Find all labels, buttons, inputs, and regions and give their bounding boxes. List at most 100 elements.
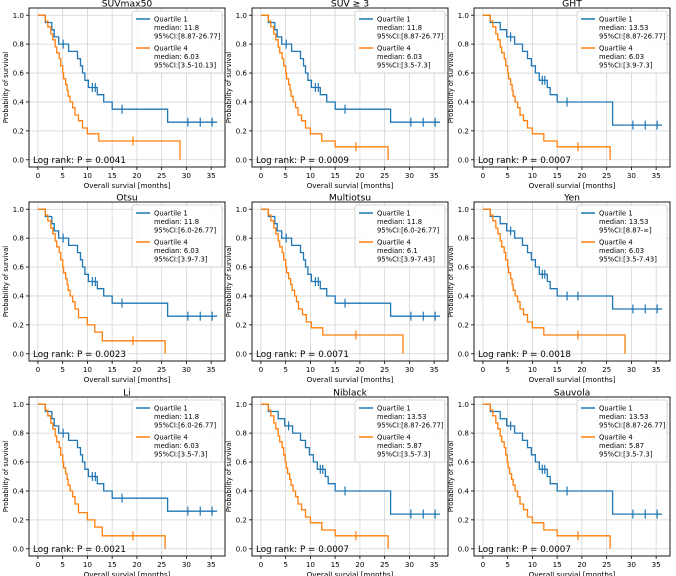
y-tick-label: 0.0 <box>458 544 470 553</box>
y-tick-label: 0.8 <box>236 40 248 49</box>
x-axis-label: Overall survial [months] <box>529 181 616 190</box>
x-tick-label: 20 <box>132 365 142 374</box>
panel-title: Multiotsu <box>329 193 371 204</box>
axes-frame <box>473 201 671 362</box>
x-axis-label: Overall survial [months] <box>84 570 171 576</box>
x-tick-label: 15 <box>331 560 340 569</box>
legend-series-name: Quartile 4 <box>377 434 411 442</box>
y-tick-label: 1.0 <box>236 11 248 20</box>
x-tick-label: 0 <box>36 365 41 374</box>
x-tick-label: 0 <box>259 560 264 569</box>
y-tick-label: 0.6 <box>236 263 248 272</box>
legend-ci: 95%CI:[8.87-∞] <box>599 227 652 235</box>
km-curve-quartile-4 <box>37 208 166 354</box>
legend-median: median: 6.03 <box>599 53 644 61</box>
x-tick-label: 25 <box>157 560 166 569</box>
x-tick-label: 10 <box>83 365 93 374</box>
legend-ci: 95%CI:[3.9-7.3] <box>599 62 653 70</box>
y-tick-label: 0.2 <box>13 515 24 524</box>
x-tick-label: 35 <box>207 365 216 374</box>
panel-title: Niblack <box>333 388 367 399</box>
legend-series-name: Quartile 4 <box>599 45 633 53</box>
log-rank-annotation: Log rank: P = 0.0021 <box>33 545 126 555</box>
x-tick-label: 25 <box>157 365 166 374</box>
x-tick-label: 35 <box>652 560 661 569</box>
y-tick-label: 0.2 <box>236 320 247 329</box>
legend-median: median: 11.8 <box>154 413 199 421</box>
log-rank-annotation: Log rank: P = 0.0018 <box>478 350 571 360</box>
x-axis-label: Overall survial [months] <box>307 570 394 576</box>
axes-frame <box>28 201 226 362</box>
legend-ci: 95%CI:[3.5-7.3] <box>377 62 431 70</box>
km-curve-quartile-4 <box>482 403 611 549</box>
x-tick-label: 10 <box>306 171 316 180</box>
y-tick-label: 0.0 <box>458 155 470 164</box>
x-tick-label: 35 <box>430 560 439 569</box>
legend-ci: 95%CI:[8.87-26.77] <box>154 33 221 41</box>
x-tick-label: 10 <box>528 560 538 569</box>
km-panel-5: 0 5 10 15 20 25 30 35 0.0 0.2 0.4 0.6 0.8 1.0 Multiots… <box>225 193 449 384</box>
y-tick-label: 0.6 <box>458 69 470 78</box>
x-tick-label: 10 <box>83 560 93 569</box>
x-tick-label: 25 <box>380 560 389 569</box>
panel-title: Sauvola <box>554 388 591 399</box>
legend-median: median: 6.1 <box>377 247 418 255</box>
km-curve-quartile-1 <box>482 403 663 515</box>
km-curve-quartile-4 <box>260 14 389 160</box>
legend-series-name: Quartile 1 <box>154 210 188 218</box>
y-tick-label: 0.8 <box>236 234 248 243</box>
km-curve-quartile-1 <box>482 14 663 126</box>
legend-series-name: Quartile 4 <box>599 239 633 247</box>
y-tick-label: 1.0 <box>13 11 25 20</box>
x-tick-label: 35 <box>652 365 661 374</box>
x-tick-label: 20 <box>132 560 142 569</box>
y-tick-label: 0.6 <box>13 458 25 467</box>
x-tick-label: 5 <box>283 560 288 569</box>
y-axis-label: Probability of survival <box>447 441 455 512</box>
x-axis-label: Overall survial [months] <box>307 375 394 384</box>
x-tick-label: 20 <box>132 171 142 180</box>
x-tick-label: 5 <box>60 560 65 569</box>
legend-box <box>576 399 668 463</box>
legend-median: median: 6.03 <box>154 442 199 450</box>
y-tick-label: 0.4 <box>13 292 25 301</box>
legend-series-name: Quartile 1 <box>599 210 633 218</box>
km-curve-quartile-1 <box>260 14 441 123</box>
x-tick-label: 15 <box>553 365 562 374</box>
x-tick-label: 30 <box>627 365 637 374</box>
panel-title: Li <box>123 388 131 399</box>
legend-ci: 95%CI:[8.87-26.77] <box>377 422 444 430</box>
y-tick-label: 0.6 <box>236 458 248 467</box>
legend-series-name: Quartile 1 <box>377 405 411 413</box>
legend-series-name: Quartile 4 <box>377 45 411 53</box>
y-axis-label: Probability of survival <box>447 52 455 123</box>
y-tick-label: 0.2 <box>236 126 247 135</box>
axes-frame <box>251 201 449 362</box>
legend-median: median: 6.03 <box>154 247 199 255</box>
x-tick-label: 25 <box>380 171 389 180</box>
x-tick-label: 35 <box>430 171 439 180</box>
legend-median: median: 13.53 <box>599 413 648 421</box>
x-tick-label: 15 <box>331 171 340 180</box>
y-tick-label: 0.6 <box>236 69 248 78</box>
legend-median: median: 13.53 <box>599 218 648 226</box>
km-panel-8: 0 5 10 15 20 25 30 35 0.0 0.2 0.4 0.6 0.8 1.0 Niblack O… <box>225 388 449 576</box>
x-tick-label: 35 <box>430 365 439 374</box>
x-tick-label: 30 <box>182 171 192 180</box>
km-curve-quartile-4 <box>482 208 626 354</box>
x-tick-label: 30 <box>405 560 415 569</box>
y-tick-label: 0.8 <box>13 429 25 438</box>
x-tick-label: 35 <box>652 171 661 180</box>
x-tick-label: 25 <box>602 365 611 374</box>
log-rank-annotation: Log rank: P = 0.0007 <box>256 545 349 555</box>
legend-median: median: 6.03 <box>599 247 644 255</box>
y-tick-label: 0.2 <box>13 126 24 135</box>
y-tick-label: 0.8 <box>458 40 470 49</box>
log-rank-annotation: Log rank: P = 0.0009 <box>256 156 349 166</box>
y-tick-label: 1.0 <box>458 11 470 20</box>
